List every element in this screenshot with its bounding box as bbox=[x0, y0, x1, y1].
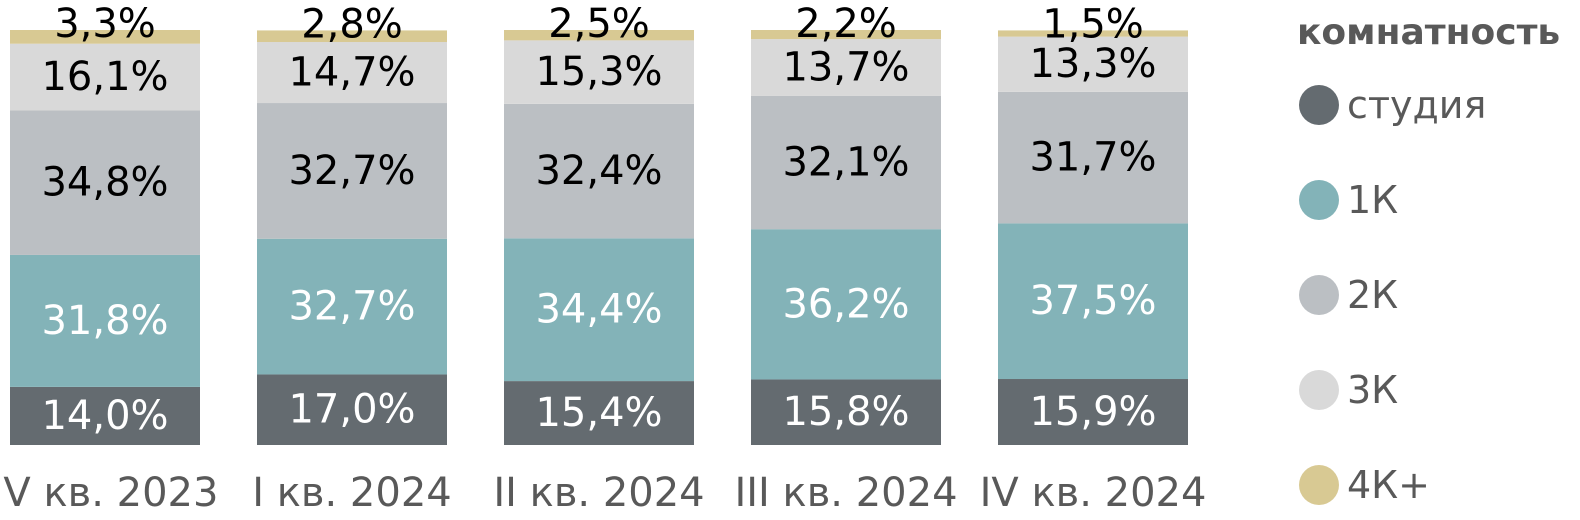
bar-segment-0-3 bbox=[751, 379, 941, 445]
segment-label-2-2: 32,4% bbox=[535, 148, 662, 194]
bar-segment-2-0 bbox=[10, 110, 200, 255]
bar-segment-4-2 bbox=[504, 30, 694, 41]
legend-label-4: 4К+ bbox=[1347, 463, 1430, 507]
segment-label-3-4: 13,3% bbox=[1029, 41, 1156, 87]
legend-label-2: 2К bbox=[1347, 273, 1398, 317]
segment-label-0-1: 17,0% bbox=[288, 387, 415, 433]
segment-label-2-3: 32,1% bbox=[782, 140, 909, 186]
segment-label-2-0: 34,8% bbox=[41, 160, 168, 206]
bar-segment-2-4 bbox=[998, 91, 1188, 224]
legend-label-3: 3К bbox=[1347, 368, 1398, 412]
category-label-1: I кв. 2024 bbox=[252, 470, 451, 516]
legend-label-1: 1К bbox=[1347, 178, 1398, 222]
segment-label-3-1: 14,7% bbox=[288, 50, 415, 96]
segment-label-0-0: 14,0% bbox=[41, 393, 168, 439]
bar-segment-1-3 bbox=[751, 229, 941, 380]
bar-segment-0-0 bbox=[10, 386, 200, 445]
segment-label-4-0: 3,3% bbox=[54, 1, 156, 47]
category-label-0: IV кв. 2023 bbox=[0, 470, 218, 516]
segment-label-2-1: 32,7% bbox=[288, 148, 415, 194]
bar-segment-3-3 bbox=[751, 39, 941, 96]
bar-segment-4-1 bbox=[257, 30, 447, 43]
bar-segment-4-3 bbox=[751, 30, 941, 40]
bar-segment-4-0 bbox=[10, 30, 200, 44]
segment-label-1-3: 36,2% bbox=[782, 281, 909, 327]
segment-label-1-4: 37,5% bbox=[1029, 278, 1156, 324]
bar-segment-1-4 bbox=[998, 223, 1188, 380]
segment-label-0-4: 15,9% bbox=[1029, 389, 1156, 435]
bar-segment-2-3 bbox=[751, 95, 941, 230]
bar-segment-2-1 bbox=[257, 103, 447, 239]
legend-marker-4 bbox=[1299, 465, 1339, 505]
segment-label-4-4: 1,5% bbox=[1042, 1, 1144, 47]
segment-label-3-3: 13,7% bbox=[782, 45, 909, 91]
bar-segment-0-1 bbox=[257, 374, 447, 445]
legend-marker-3 bbox=[1299, 370, 1339, 410]
legend-marker-1 bbox=[1299, 180, 1339, 220]
segment-label-4-3: 2,2% bbox=[795, 1, 897, 47]
segment-label-1-1: 32,7% bbox=[288, 284, 415, 330]
bar-segment-0-4 bbox=[998, 379, 1188, 445]
segment-label-4-2: 2,5% bbox=[548, 1, 650, 47]
bars-layer bbox=[10, 30, 1188, 445]
segment-label-3-2: 15,3% bbox=[535, 49, 662, 95]
legend-marker-2 bbox=[1299, 275, 1339, 315]
bar-segment-3-4 bbox=[998, 36, 1188, 92]
bar-segment-3-0 bbox=[10, 43, 200, 111]
legend-title: комнатность bbox=[1297, 12, 1560, 53]
category-label-3: III кв. 2024 bbox=[734, 470, 957, 516]
legend-marker-0 bbox=[1299, 85, 1339, 125]
segment-label-4-1: 2,8% bbox=[301, 1, 403, 47]
segment-label-0-3: 15,8% bbox=[782, 389, 909, 435]
legend-label-0: студия bbox=[1347, 83, 1486, 127]
bar-segment-1-1 bbox=[257, 238, 447, 375]
category-label-4: IV кв. 2024 bbox=[980, 470, 1207, 516]
segment-label-1-2: 34,4% bbox=[535, 287, 662, 333]
category-label-2: II кв. 2024 bbox=[493, 470, 704, 516]
segment-labels-layer: 14,0% 31,8% 34,8% 16,1% 3,3% 17,0% 32,7% 32,7% 1… bbox=[41, 1, 1156, 439]
bar-segment-3-1 bbox=[257, 42, 447, 104]
bar-segment-1-2 bbox=[504, 238, 694, 382]
legend: комнатность студия 1К 2К 3К 4К+ bbox=[1297, 12, 1560, 507]
bar-segment-2-2 bbox=[504, 103, 694, 239]
category-labels-layer: IV кв. 2023 I кв. 2024 II кв. 2024 III кв. … bbox=[0, 470, 1206, 516]
bar-segment-4-4 bbox=[998, 30, 1188, 37]
bar-segment-3-2 bbox=[504, 40, 694, 104]
segment-label-1-0: 31,8% bbox=[41, 298, 168, 344]
segment-label-2-4: 31,7% bbox=[1029, 135, 1156, 181]
segment-label-0-2: 15,4% bbox=[535, 390, 662, 436]
bar-segment-1-0 bbox=[10, 254, 200, 387]
bar-segment-0-2 bbox=[504, 381, 694, 445]
segment-label-3-0: 16,1% bbox=[41, 54, 168, 100]
